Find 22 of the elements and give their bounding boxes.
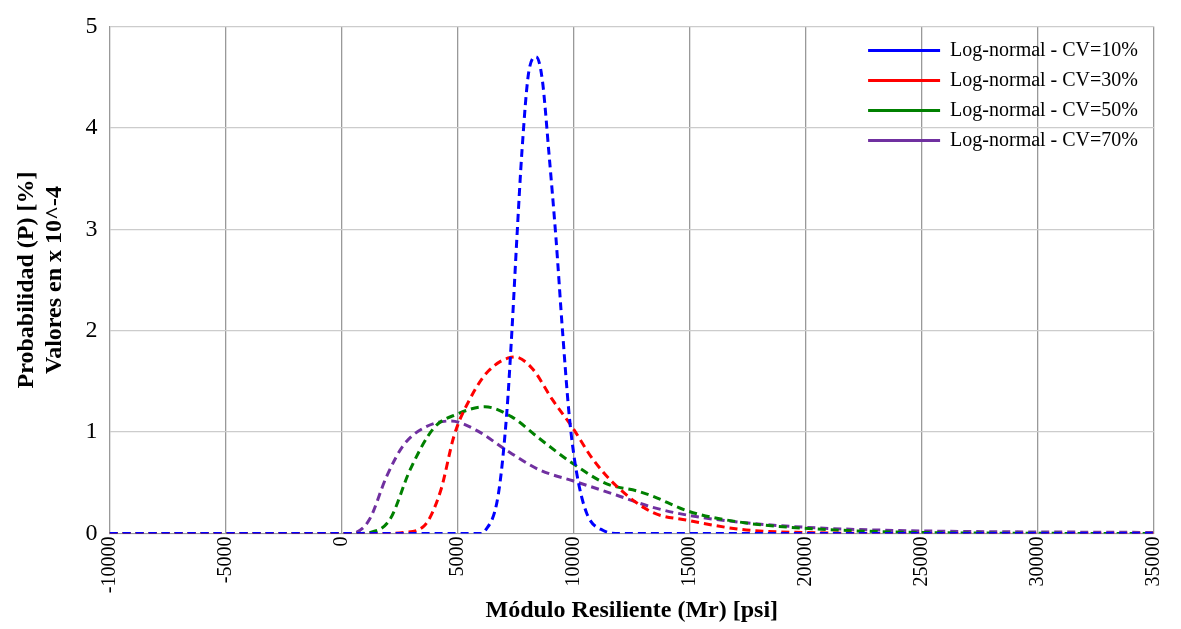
legend-label: Log-normal - CV=10%: [950, 37, 1139, 61]
legend-label: Log-normal - CV=70%: [950, 127, 1139, 151]
y-tick-label: 1: [85, 417, 98, 444]
x-tick-label: 30000: [1025, 536, 1048, 587]
y-tick-label: 0: [85, 518, 98, 545]
x-tick-label: -10000: [96, 536, 119, 594]
y-tick-label: 5: [85, 11, 98, 38]
y-tick-label: 3: [85, 214, 98, 241]
x-tick-label: 35000: [1141, 536, 1164, 587]
y-axis-title: Probabilidad (P) [%] Valores en x 10^-4: [11, 171, 67, 389]
x-tick-label: 20000: [793, 536, 816, 587]
y-tick-label: 4: [85, 113, 98, 140]
x-tick-label: 10000: [561, 536, 584, 587]
legend-label: Log-normal - CV=30%: [950, 67, 1139, 91]
x-tick-label: 5000: [444, 536, 467, 577]
legend-label: Log-normal - CV=50%: [950, 97, 1139, 121]
x-tick-label: 15000: [677, 536, 700, 587]
x-axis-title: Módulo Resiliente (Mr) [psi]: [485, 595, 779, 622]
x-tick-label: 25000: [909, 536, 932, 587]
x-tick-label: -5000: [212, 536, 235, 584]
y-tick-label: 2: [85, 315, 98, 342]
x-tick-label: 0: [328, 536, 351, 547]
